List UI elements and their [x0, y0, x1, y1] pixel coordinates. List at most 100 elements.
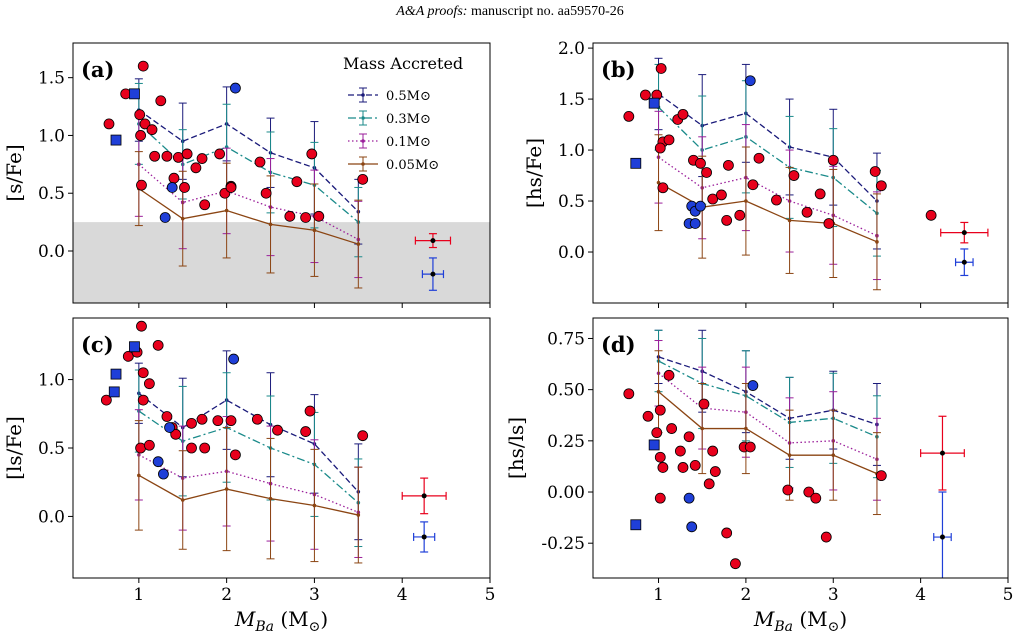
red-star-point	[651, 427, 663, 439]
series-line	[138, 474, 359, 516]
legend-entry: 0.1M⊙	[386, 135, 431, 150]
x-tick-label: 2	[221, 585, 232, 605]
red-star-point	[313, 210, 325, 222]
series-line	[658, 372, 878, 460]
y-axis-label: [s/Fe]	[2, 144, 26, 201]
y-tick-label: 1.5	[558, 90, 585, 110]
blue-square-point	[630, 157, 642, 169]
red-star-point	[744, 441, 756, 453]
y-tick-label: 1.0	[38, 126, 65, 146]
legend-entry: 0.5M⊙	[386, 89, 431, 104]
series-line	[138, 188, 359, 245]
series-0	[134, 350, 363, 541]
red-star-point	[820, 531, 832, 543]
red-star-point	[803, 486, 815, 498]
series-point	[744, 199, 748, 203]
red-star-point	[703, 478, 715, 490]
red-star-point	[134, 109, 146, 121]
red-star-point	[122, 350, 134, 362]
blue-star-point	[166, 182, 178, 193]
panel-label: (b)	[601, 57, 636, 82]
series-line	[138, 109, 359, 213]
x-axis-label: MBa (M⊙)	[753, 607, 847, 635]
red-star-point	[823, 218, 835, 229]
red-star-point	[657, 182, 669, 194]
blue-star-point	[230, 82, 241, 94]
blue-square-point	[648, 439, 660, 451]
series-0	[654, 329, 881, 466]
red-star-point	[161, 150, 173, 162]
red-star-point	[300, 426, 312, 437]
y-tick-label: 0.0	[38, 507, 65, 527]
red-star-point	[655, 63, 667, 74]
blue-star-point	[683, 492, 695, 504]
red-star-point	[199, 199, 211, 211]
series-line	[658, 391, 878, 475]
red-star-point	[149, 150, 161, 162]
red-star-point	[199, 442, 211, 454]
red-star-point	[747, 179, 759, 191]
red-error-reference	[414, 233, 452, 249]
x-tick-label: 3	[828, 585, 839, 605]
series-2	[654, 110, 881, 281]
red-star-point	[721, 215, 733, 226]
red-star-point	[300, 212, 312, 223]
red-error-reference	[940, 221, 989, 244]
plot-area	[73, 60, 490, 303]
plot-frame	[592, 42, 1009, 304]
plot-frame	[592, 317, 1009, 579]
red-star-point	[771, 194, 782, 206]
red-star-point	[782, 484, 794, 496]
red-star-point	[674, 445, 686, 457]
red-star-point	[225, 415, 237, 427]
series-point	[224, 208, 229, 213]
red-star-point	[136, 320, 147, 332]
series-point	[180, 216, 185, 221]
legend-title: Mass Accreted	[343, 54, 463, 73]
red-star-point	[225, 182, 237, 193]
red-star-point	[875, 470, 887, 482]
series-3	[654, 134, 881, 291]
red-star-point	[689, 460, 701, 471]
y-tick-label: 0.5	[38, 184, 65, 204]
series-line	[138, 392, 359, 493]
y-tick-label: 2.0	[558, 39, 585, 59]
series-line	[138, 163, 359, 241]
manuscript-number: manuscript no. aa59570-26	[470, 4, 624, 19]
red-star-point	[869, 166, 881, 177]
red-star-point	[251, 413, 263, 425]
series-point	[787, 453, 792, 457]
red-star-point	[654, 492, 666, 504]
x-tick-label: 1	[653, 585, 664, 605]
red-star-point	[137, 394, 149, 406]
series-line	[658, 356, 878, 426]
red-star-point	[716, 189, 727, 201]
red-star-point	[186, 417, 197, 429]
x-tick-label: 1	[133, 585, 144, 605]
series-line	[658, 106, 878, 214]
series-point	[831, 453, 836, 457]
blue-star-point	[744, 75, 756, 87]
blue-star-point	[747, 380, 759, 391]
plot-area	[623, 329, 965, 578]
red-star-point	[701, 167, 712, 178]
series-point	[180, 498, 185, 502]
series-line	[138, 454, 359, 513]
red-star-point	[753, 152, 765, 164]
red-star-point	[100, 394, 112, 406]
panel-label: (d)	[601, 332, 636, 357]
y-tick-label: 0.0	[558, 243, 585, 263]
red-star-point	[260, 187, 272, 199]
series-3	[134, 420, 363, 564]
red-error-reference	[920, 415, 965, 491]
red-star-point	[161, 411, 173, 422]
red-star-point	[146, 124, 158, 136]
series-line	[658, 156, 878, 237]
y-tick-label: 1.0	[38, 371, 65, 391]
red-error-reference	[401, 477, 447, 515]
red-star-point	[723, 159, 734, 171]
red-star-point	[623, 388, 635, 400]
y-tick-label: 0.0	[38, 242, 65, 262]
red-star-point	[212, 415, 224, 427]
